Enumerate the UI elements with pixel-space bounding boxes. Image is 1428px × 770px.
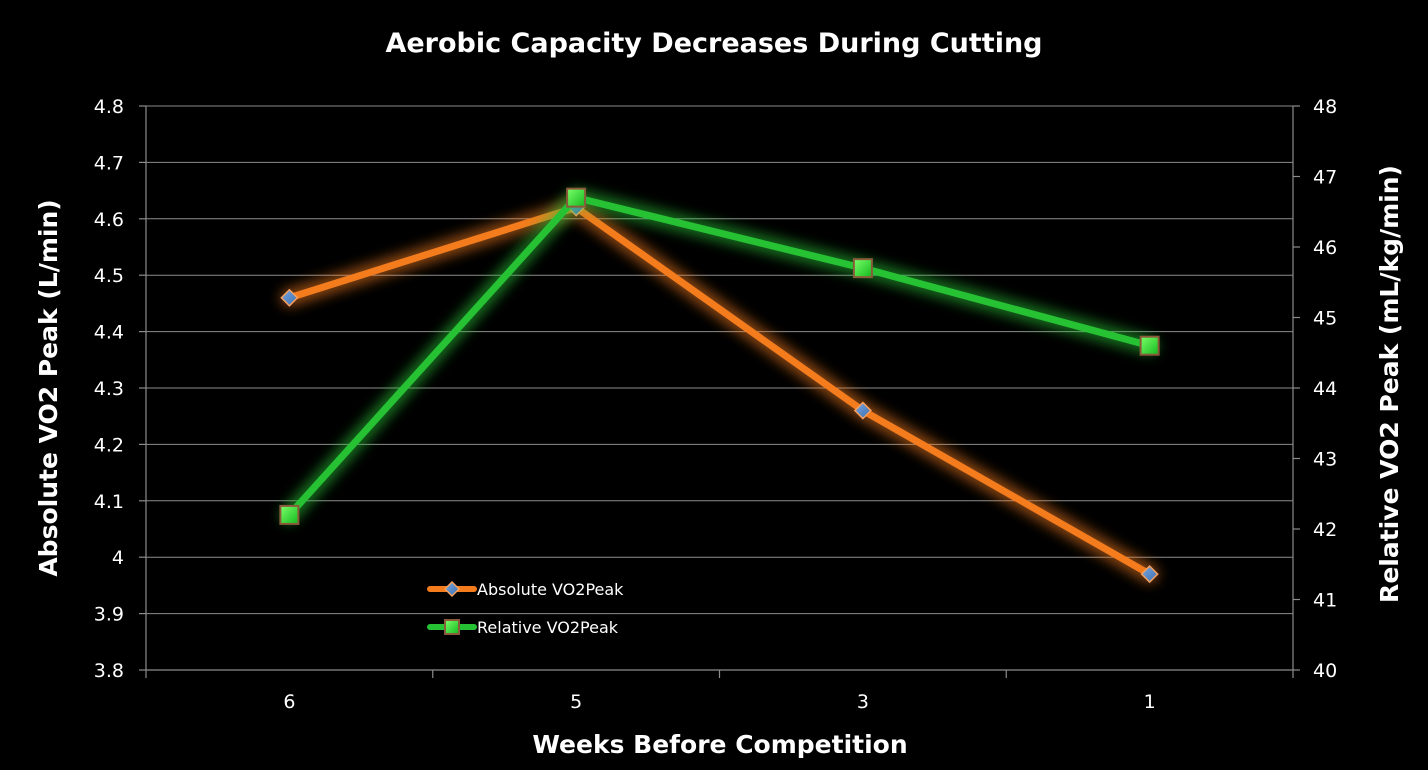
y2-axis-title: Relative VO2 Peak (mL/kg/min) (1375, 165, 1404, 603)
legend-label: Absolute VO2Peak (477, 580, 624, 599)
y2-tick-label: 48 (1313, 96, 1337, 118)
y2-tick-label: 45 (1313, 308, 1337, 330)
x-tick-label: 6 (283, 691, 295, 713)
legend-item: Absolute VO2Peak (427, 580, 624, 599)
legend-marker (444, 619, 460, 635)
y-tick-label: 4.4 (94, 322, 124, 344)
data-point (852, 258, 873, 279)
legend: Absolute VO2Peak Relative VO2Peak (427, 580, 624, 637)
series-line-glow (280, 188, 1159, 524)
y2-tick-label: 43 (1313, 449, 1337, 471)
x-tick-label: 1 (1144, 691, 1156, 713)
y2-tick-label: 42 (1313, 519, 1337, 541)
y-tick-label: 3.9 (94, 604, 124, 626)
y2-tick-label: 41 (1313, 590, 1337, 612)
x-tick-label: 5 (570, 691, 582, 713)
y-tick-label: 4.6 (94, 209, 124, 231)
legend-item: Relative VO2Peak (427, 618, 619, 637)
y-tick-label: 3.8 (94, 660, 124, 682)
y2-axis-ticks: 40 41 42 43 44 45 46 47 48 (1313, 96, 1337, 682)
axes (139, 105, 1300, 678)
x-axis-ticks: 6 5 3 1 (283, 691, 1155, 713)
series-line (285, 194, 1154, 519)
legend-label: Relative VO2Peak (477, 618, 619, 637)
y-tick-label: 4 (112, 547, 124, 569)
x-axis-title: Weeks Before Competition (532, 730, 907, 759)
data-point (853, 401, 872, 420)
y2-tick-label: 40 (1313, 660, 1337, 682)
data-point (280, 288, 299, 307)
data-point (566, 187, 587, 208)
y-tick-label: 4.7 (94, 152, 124, 174)
data-point (1140, 565, 1159, 584)
y2-tick-label: 44 (1313, 378, 1337, 400)
y-tick-label: 4.8 (94, 96, 124, 118)
data-point (279, 504, 300, 525)
y-tick-label: 4.1 (94, 491, 124, 513)
y-axis-title: Absolute VO2 Peak (L/min) (34, 199, 63, 576)
y2-tick-label: 47 (1313, 167, 1337, 189)
legend-marker (443, 580, 461, 598)
y-tick-label: 4.3 (94, 378, 124, 400)
y-tick-label: 4.2 (94, 434, 124, 456)
y-axis-ticks: 3.8 3.9 4 4.1 4.2 4.3 4.4 4.5 4.6 4.7 4.8 (94, 96, 124, 682)
data-point (1139, 335, 1160, 356)
series-relative (279, 187, 1160, 525)
series-line-glow (280, 198, 1159, 584)
series-line (285, 204, 1154, 578)
chart-title: Aerobic Capacity Decreases During Cuttin… (385, 28, 1042, 59)
gridlines (146, 105, 1293, 671)
x-tick-label: 3 (857, 691, 869, 713)
series-layer (279, 187, 1160, 584)
y-tick-label: 4.5 (94, 265, 124, 287)
y2-tick-label: 46 (1313, 237, 1337, 259)
